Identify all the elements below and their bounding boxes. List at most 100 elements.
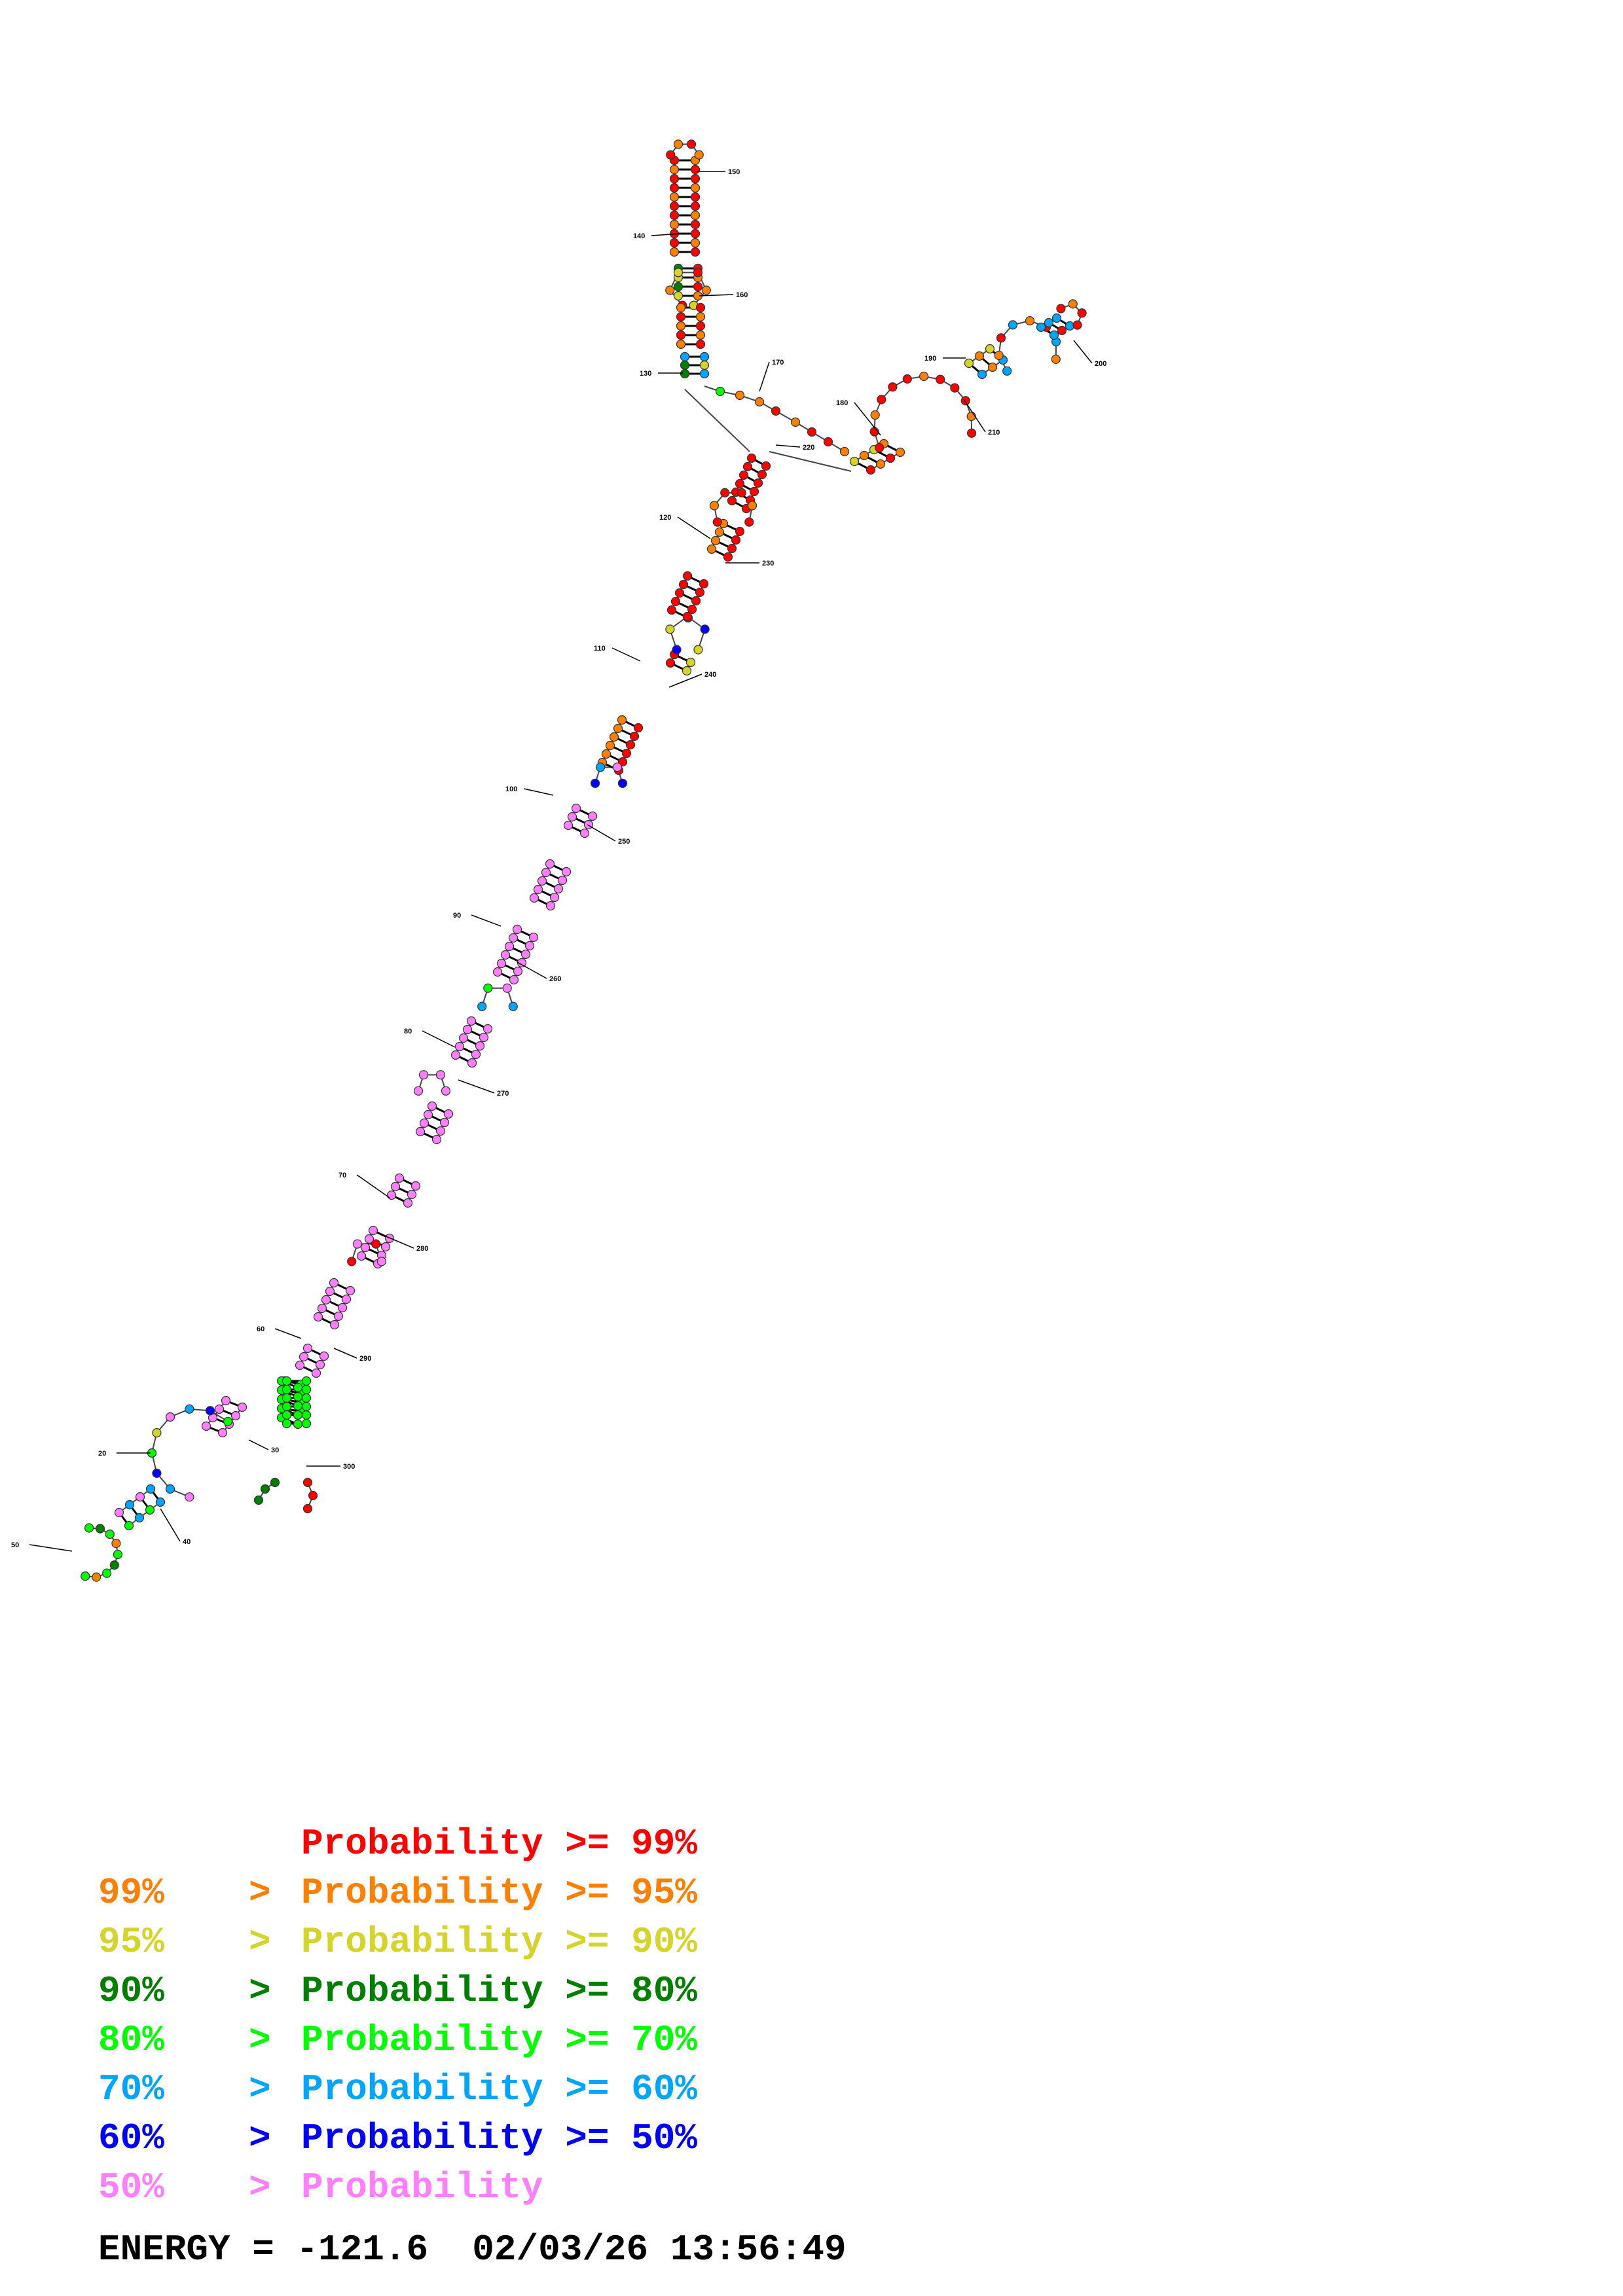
nucleotide (727, 495, 737, 506)
nucleotide (706, 544, 717, 554)
nucleotide (155, 1497, 166, 1507)
nucleotide (587, 811, 598, 821)
nucleotide (124, 1499, 135, 1510)
nucleotide (682, 666, 692, 676)
nucleotide (669, 238, 680, 248)
nucleotide (315, 1359, 325, 1370)
legend-lower-bound: 99% (98, 1872, 164, 1914)
nucleotide (1068, 299, 1078, 309)
nucleotide (669, 219, 680, 230)
nucleotide (435, 1070, 446, 1080)
nucleotide (84, 1523, 94, 1533)
nucleotide (985, 344, 995, 354)
nucleotide (823, 437, 833, 447)
nucleotide (859, 450, 869, 461)
nucleotide (352, 1239, 362, 1249)
nucleotide (669, 164, 680, 175)
nucleotide (520, 949, 531, 960)
nucleotide (454, 1041, 465, 1052)
nucleotide (761, 461, 771, 471)
legend-comparator: > (249, 1872, 271, 1914)
nucleotide (301, 1393, 312, 1403)
nucleotide (230, 1410, 241, 1421)
nucleotide (418, 1070, 429, 1080)
position-label: 280 (416, 1245, 428, 1253)
nucleotide (1049, 330, 1059, 340)
nucleotide (678, 579, 689, 590)
nucleotide (936, 374, 945, 384)
legend-label: Probability >= 95% (301, 1872, 697, 1914)
nucleotide (500, 950, 511, 960)
nucleotide (152, 1428, 162, 1438)
nucleotide (612, 762, 623, 772)
nucleotide (895, 447, 905, 457)
nucleotide (302, 1477, 313, 1488)
nucleotide (380, 1242, 391, 1252)
nucleotide (561, 867, 572, 877)
nucleotide (1036, 322, 1046, 332)
nucleotide (317, 1303, 327, 1314)
nucleotide (950, 383, 960, 393)
legend-comparator: > (249, 2166, 271, 2208)
nucleotide (699, 360, 710, 370)
nucleotide (462, 1024, 473, 1035)
nucleotide (205, 1406, 215, 1416)
position-tick (963, 399, 986, 433)
legend-row: Probability >= 99% (98, 1820, 697, 1869)
nucleotide (693, 645, 703, 655)
position-label: 230 (762, 560, 774, 567)
nucleotide (790, 417, 801, 427)
nucleotide (695, 321, 706, 331)
nucleotide (483, 1024, 493, 1034)
nucleotide (700, 624, 710, 634)
nucleotide (407, 1189, 417, 1200)
nucleotide (676, 302, 686, 313)
backbone-segment (670, 143, 700, 156)
nucleotide (974, 351, 985, 361)
nucleotide (693, 281, 703, 292)
nucleotide (1002, 366, 1012, 376)
legend-label: Probability >= 50% (301, 2117, 697, 2159)
position-label: 140 (633, 232, 645, 240)
nucleotide (960, 396, 970, 406)
legend-row: 70% > Probability >= 60% (98, 2065, 697, 2114)
nucleotide (807, 427, 817, 437)
position-tick (379, 1233, 414, 1249)
nucleotide (347, 1257, 357, 1266)
rna-structure-diagram: 30 40 50 20 60 70 80 90 100 110 120 130 140 150 160 170… (11, 139, 1106, 1582)
nucleotide (666, 605, 677, 615)
nucleotide (1057, 325, 1067, 336)
nucleotide (301, 1384, 312, 1395)
legend-row: 60% > Probability >= 50% (98, 2114, 697, 2163)
nucleotide (513, 966, 523, 977)
nucleotide (201, 1421, 211, 1431)
backbone-segment (222, 1407, 243, 1433)
nucleotide (533, 884, 543, 895)
nucleotide (987, 362, 998, 372)
nucleotide (699, 351, 710, 362)
nucleotide (672, 645, 682, 655)
nucleotide (325, 1286, 335, 1297)
nucleotide (676, 339, 686, 350)
nucleotide (1065, 321, 1075, 331)
nucleotide (666, 150, 676, 160)
backbone-segment (151, 1408, 228, 1498)
nucleotide (301, 1401, 312, 1412)
nucleotide (152, 1468, 162, 1478)
nucleotide (964, 358, 974, 368)
nucleotide (753, 478, 763, 488)
nucleotide (695, 312, 706, 322)
nucleotide (466, 1016, 477, 1026)
nucleotide (214, 1404, 225, 1414)
position-label: 210 (988, 429, 1000, 437)
nucleotide (282, 1401, 292, 1412)
nucleotide (1056, 304, 1066, 314)
nucleotide (690, 219, 701, 230)
nucleotide (669, 173, 680, 184)
legend-label: Probability >= 60% (301, 2068, 697, 2110)
nucleotide (839, 446, 850, 457)
nucleotide (477, 1001, 487, 1011)
nucleotide (537, 876, 547, 886)
nucleotide (754, 397, 765, 407)
nucleotide (866, 465, 876, 475)
